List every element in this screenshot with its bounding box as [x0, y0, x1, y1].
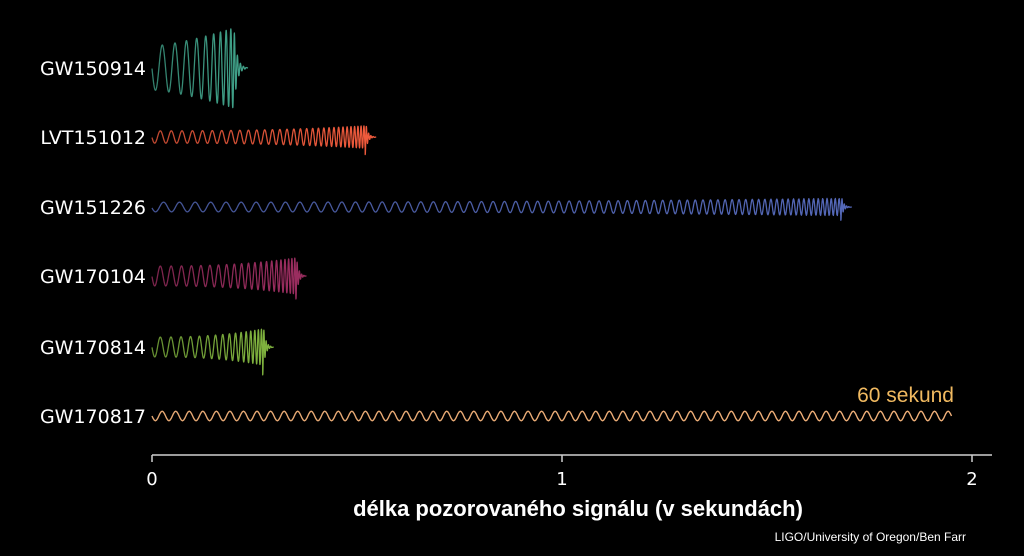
- series-label: GW170814: [40, 337, 146, 359]
- x-tick-label: 1: [556, 469, 567, 490]
- series-label: GW170817: [40, 406, 146, 428]
- series-group: GW150914 LVT151012 GW151226 GW170104 GW17081…: [40, 28, 953, 428]
- x-axis: 0 1 2: [146, 454, 992, 490]
- waveform-line: [151, 328, 274, 376]
- waveform-line: [151, 197, 852, 221]
- x-tick-label: 0: [146, 469, 157, 490]
- x-axis-label: délka pozorovaného signálu (v sekundách): [353, 496, 803, 521]
- series-lvt151012: LVT151012: [40, 125, 377, 156]
- series-label: GW150914: [40, 58, 146, 80]
- series-gw150914: GW150914: [40, 28, 249, 109]
- series-gw170814: GW170814: [40, 328, 274, 376]
- waveform-line: [151, 125, 377, 156]
- x-tick-label: 2: [966, 469, 977, 490]
- image-credit: LIGO/University of Oregon/Ben Farr: [774, 530, 966, 544]
- waveform-line: [151, 257, 307, 300]
- series-label: LVT151012: [40, 127, 146, 149]
- series-gw170817: GW170817: [40, 406, 953, 428]
- series-label: GW151226: [40, 197, 146, 219]
- waveform-line: [151, 410, 953, 422]
- series-gw151226: GW151226: [40, 197, 852, 221]
- series-gw170104: GW170104: [40, 257, 307, 300]
- waveform-line: [151, 28, 249, 109]
- series-label: GW170104: [40, 266, 146, 288]
- gw170817-duration-annotation: 60 sekund: [857, 384, 954, 407]
